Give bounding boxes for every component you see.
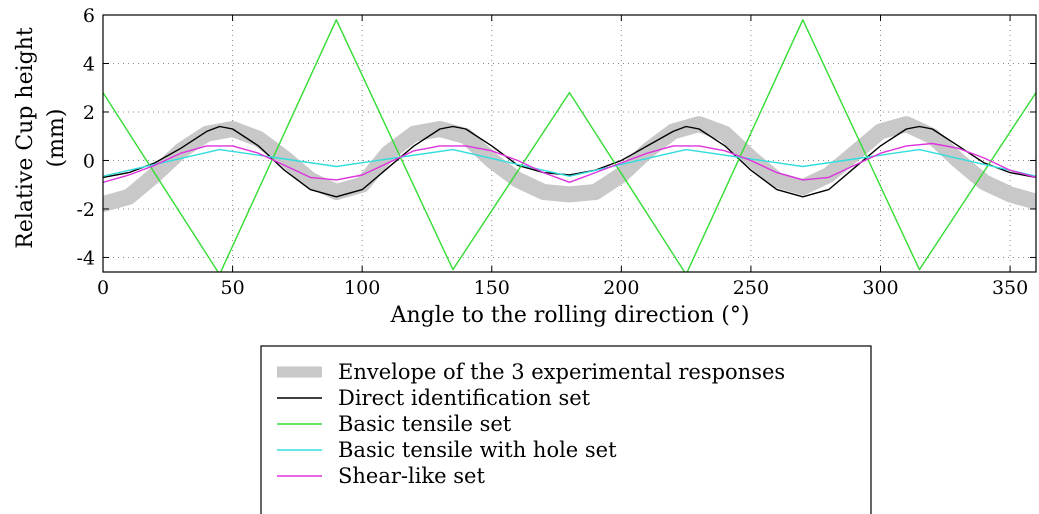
series-line-4 — [103, 148, 1036, 177]
y-axis-label-line-1: Relative Cup height — [13, 27, 38, 249]
x-tick-label: 0 — [97, 277, 109, 299]
y-tick-label: -4 — [76, 247, 95, 269]
ticks: 0 50 100 150 200 250 300 350 -4 -2 0 2 4 6 — [76, 5, 1036, 299]
y-tick-label: -2 — [76, 199, 95, 221]
legend-label-1: Envelope of the 3 experimental responses — [338, 360, 785, 384]
series-line-1 — [103, 116, 1036, 213]
legend-label-3: Basic tensile set — [338, 412, 512, 436]
legend-box — [260, 345, 872, 514]
grid — [103, 14, 1036, 272]
plot-frame — [102, 14, 1037, 273]
x-tick-label: 200 — [603, 277, 639, 299]
series-line-5 — [103, 142, 1036, 184]
legend-label-5: Shear-like set — [338, 464, 485, 488]
x-tick-label: 100 — [344, 277, 380, 299]
legend: Envelope of the 3 experimental responses… — [260, 345, 872, 514]
legend-label-2: Direct identification set — [338, 386, 591, 410]
series-line-2 — [103, 125, 1036, 198]
y-axis-label-line-2: (mm) — [44, 109, 69, 168]
x-tick-label: 300 — [862, 277, 898, 299]
legend-label-4: Basic tensile with hole set — [338, 438, 617, 462]
x-tick-label: 350 — [992, 277, 1028, 299]
y-tick-label: 6 — [83, 5, 95, 27]
series-line-3 — [103, 19, 1036, 272]
x-tick-label: 150 — [474, 277, 510, 299]
x-tick-label: 50 — [220, 277, 244, 299]
y-tick-label: 4 — [83, 53, 95, 75]
y-tick-label: 2 — [83, 102, 95, 124]
x-axis-label: Angle to the rolling direction (°) — [390, 303, 750, 328]
series-layer — [103, 19, 1036, 272]
x-tick-label: 250 — [733, 277, 769, 299]
y-tick-label: 0 — [83, 150, 95, 172]
